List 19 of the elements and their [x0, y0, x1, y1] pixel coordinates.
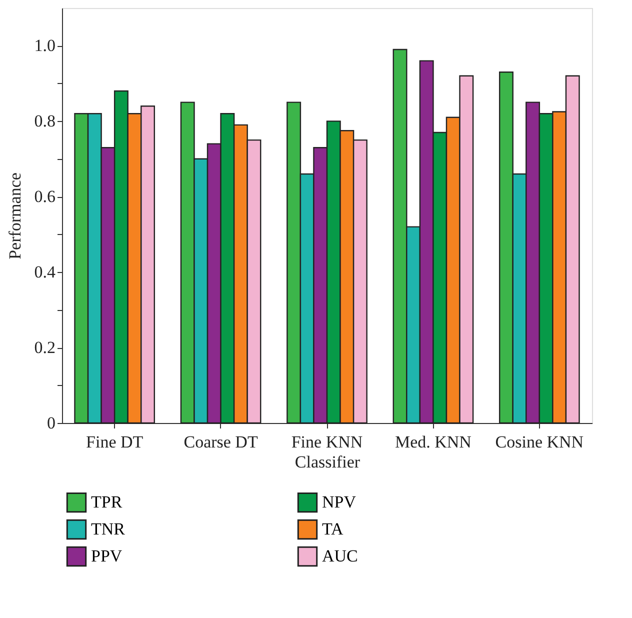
- x-tick-label: Med. KNN: [394, 432, 472, 452]
- y-tick-label: 0.2: [34, 338, 56, 358]
- legend-label: TA: [322, 520, 344, 538]
- y-tick-label: 0.6: [34, 187, 56, 206]
- legend-label: PPV: [91, 546, 123, 566]
- legend-label: TPR: [91, 492, 123, 512]
- x-tick-label: Cosine KNN: [495, 432, 584, 452]
- x-tick-label: Coarse DT: [184, 432, 258, 452]
- x-tick-label: Fine KNN: [291, 432, 363, 452]
- y-tick-label: 0: [47, 414, 56, 432]
- legend-label: TNR: [91, 520, 126, 538]
- legend-label: NPV: [322, 492, 357, 512]
- legend-label: AUC: [322, 546, 358, 566]
- y-axis-title: Performance: [5, 172, 24, 260]
- y-tick-label: 1.0: [34, 36, 56, 56]
- x-tick-label: Fine DT: [86, 432, 144, 452]
- x-axis-title: Classifier: [294, 452, 360, 472]
- y-tick-label: 0.4: [34, 262, 56, 282]
- y-tick-label: 0.8: [34, 112, 56, 131]
